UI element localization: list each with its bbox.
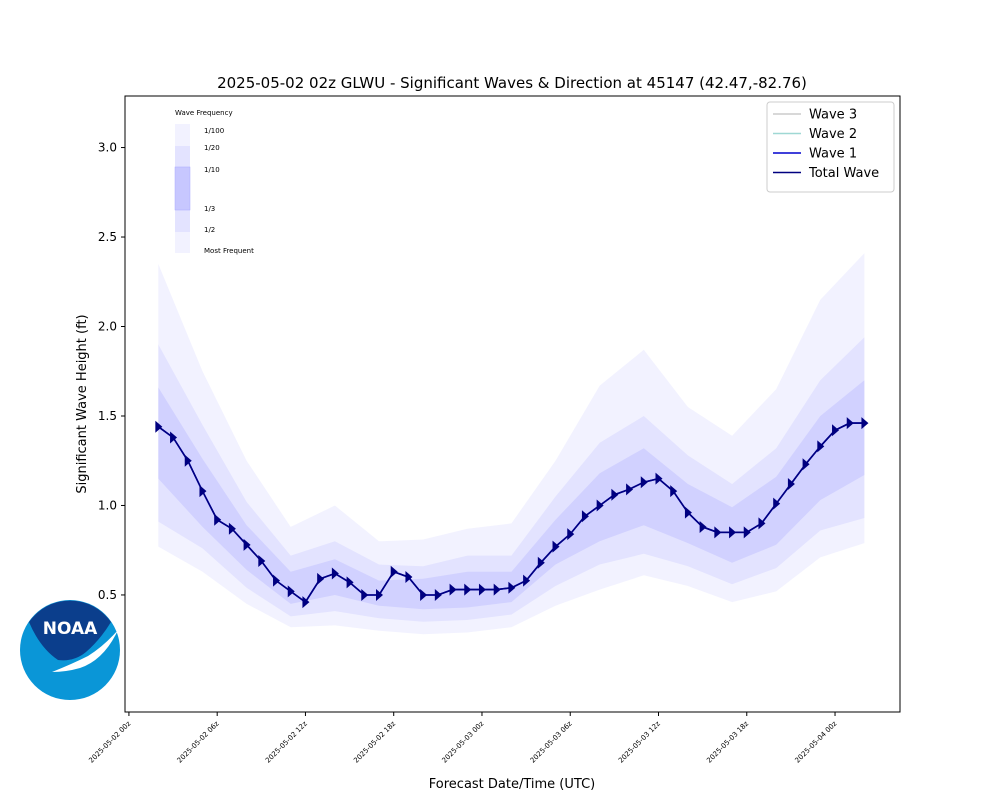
logo: NOAA <box>20 600 120 700</box>
direction-marker <box>243 538 251 551</box>
direction-marker <box>155 420 163 433</box>
direction-marker <box>655 472 663 485</box>
direction-marker <box>258 554 266 567</box>
direction-marker <box>405 571 413 584</box>
band <box>158 253 865 635</box>
logo-top <box>29 600 111 661</box>
direction-marker <box>493 583 501 596</box>
direction-marker <box>581 510 589 523</box>
y-tick-label: 2.0 <box>98 320 117 334</box>
direction-marker <box>302 596 310 609</box>
frequency-label: 1/2 <box>204 226 215 234</box>
direction-marker <box>464 583 472 596</box>
direction-marker <box>214 513 222 526</box>
direction-marker <box>567 528 575 541</box>
direction-marker <box>346 576 354 589</box>
direction-marker <box>846 417 854 430</box>
direction-marker <box>626 483 634 496</box>
swatch <box>175 124 190 253</box>
direction-marker <box>537 556 545 569</box>
direction-marker <box>478 583 486 596</box>
lines <box>155 417 869 609</box>
direction-marker <box>861 417 869 430</box>
direction-marker <box>228 522 236 535</box>
y-axis-label: Significant Wave Height (ft) <box>75 314 90 493</box>
direction-marker <box>714 526 722 539</box>
swatch <box>174 166 191 211</box>
direction-marker <box>508 581 516 594</box>
legend-box <box>766 101 895 193</box>
direction-marker <box>684 506 692 519</box>
swatch <box>175 146 190 232</box>
direction-marker <box>420 588 428 601</box>
direction-marker <box>170 431 178 444</box>
direction-marker <box>376 588 384 601</box>
y-tick-label: 3.0 <box>98 141 117 155</box>
direction-marker <box>758 517 766 530</box>
y-tick-label: 2.5 <box>98 230 117 244</box>
y-tick-label: 1.0 <box>98 498 117 512</box>
direction-marker <box>434 588 442 601</box>
frequency-label: Most Frequent <box>204 247 254 255</box>
direction-marker <box>449 583 457 596</box>
x-axis-label: Forecast Date/Time (UTC) <box>429 777 595 792</box>
frequency-legend: Wave Frequency 1/100 1/20 1/10 1/3 1/2 M… <box>174 109 254 255</box>
frequency-label: 1/3 <box>204 205 215 213</box>
direction-marker <box>773 497 781 510</box>
direction-marker <box>729 526 737 539</box>
direction-marker <box>596 499 604 512</box>
y-tick-label: 0.5 <box>98 588 117 602</box>
direction-marker <box>361 588 369 601</box>
chart-title: 2025-05-02 02z GLWU - Significant Waves … <box>217 74 807 92</box>
direction-marker <box>670 485 678 498</box>
legend: Wave 3 Wave 2 Wave 1 Total Wave <box>766 101 895 193</box>
direction-marker <box>317 572 325 585</box>
logo-gull <box>52 630 118 672</box>
logo-text: NOAA <box>43 619 98 639</box>
direction-marker <box>611 488 619 501</box>
frequency-label: 1/20 <box>204 144 220 152</box>
direction-marker <box>199 485 207 498</box>
direction-marker <box>640 476 648 489</box>
direction-marker <box>523 574 531 587</box>
direction-marker <box>832 424 840 437</box>
legend-label: Wave 3 <box>809 108 857 123</box>
legend-label: Wave 2 <box>809 127 857 142</box>
direction-marker <box>817 440 825 453</box>
direction-marker <box>331 567 339 580</box>
legend-label: Wave 1 <box>809 147 857 162</box>
y-tick-label: 1.5 <box>98 409 117 423</box>
direction-marker <box>699 520 707 533</box>
band <box>158 337 865 622</box>
direction-marker <box>184 454 192 467</box>
direction-marker <box>390 565 398 578</box>
plot-frame <box>124 95 901 713</box>
direction-marker <box>802 458 810 471</box>
frequency-legend-title: Wave Frequency <box>175 109 233 117</box>
direction-marker <box>287 585 295 598</box>
direction-marker <box>743 526 751 539</box>
direction-marker <box>787 477 795 490</box>
direction-marker <box>552 540 560 553</box>
bands <box>158 253 865 635</box>
legend-label: Total Wave <box>808 166 879 181</box>
frequency-label: 1/100 <box>204 127 224 135</box>
direction-marker <box>273 574 281 587</box>
frequency-label: 1/10 <box>204 166 220 174</box>
